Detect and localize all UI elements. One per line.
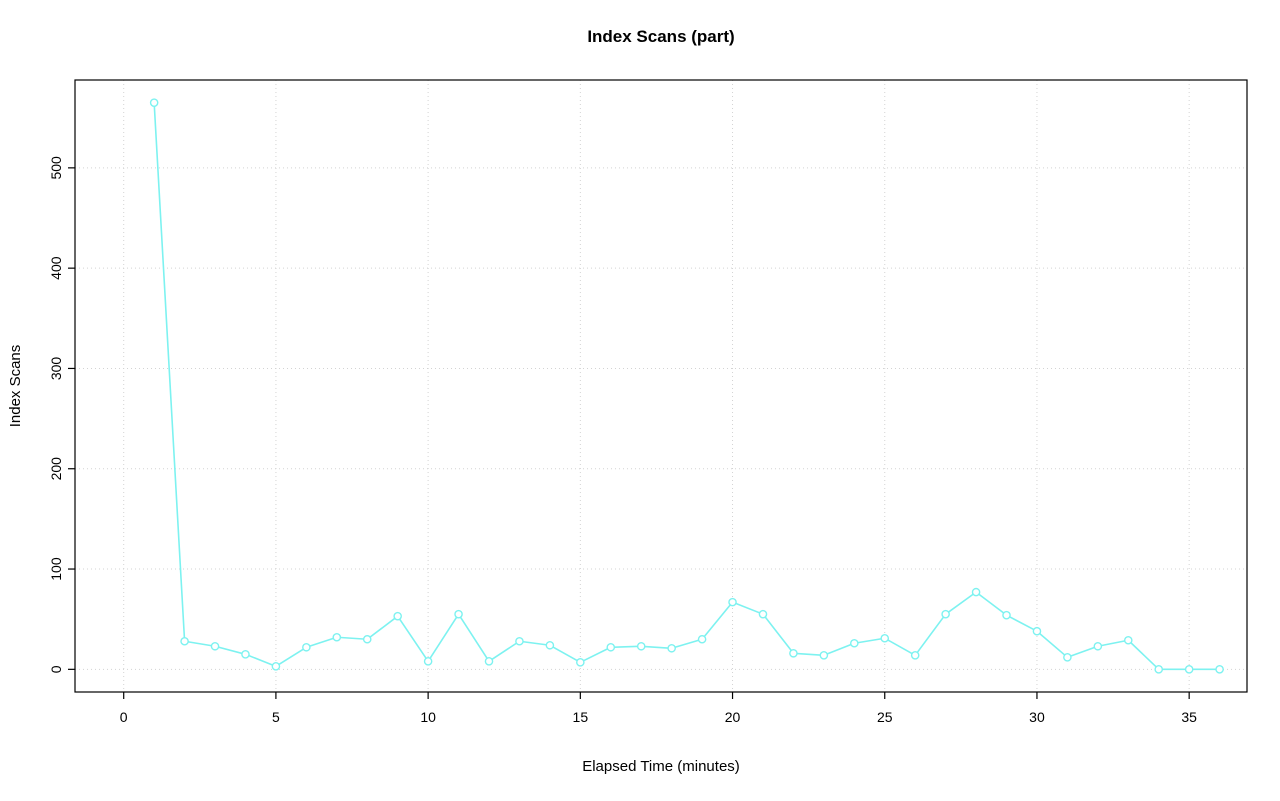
data-point-marker (850, 638, 859, 648)
data-point-marker (728, 597, 737, 607)
data-point-marker (1063, 652, 1072, 662)
series-line (153, 101, 1221, 671)
data-point-marker (819, 650, 829, 660)
data-point-marker (423, 657, 433, 666)
data-point-marker (910, 650, 920, 660)
data-point-marker (789, 648, 798, 658)
chart-title: Index Scans (part) (587, 27, 734, 46)
plot-area: 0 5 10 15 20 25 30 35 0 100 200 300 400 500 (48, 79, 1248, 725)
x-tick-label: 10 (420, 709, 436, 725)
data-point-marker (362, 634, 372, 644)
data-point-marker (758, 609, 768, 619)
y-tick-label: 400 (48, 256, 64, 280)
x-tick-label: 35 (1181, 709, 1197, 725)
data-point-marker (484, 657, 494, 666)
data-point-marker (1215, 665, 1224, 674)
x-tick-label: 0 (120, 709, 128, 725)
data-point-marker (1154, 665, 1164, 674)
data-point-marker (941, 609, 950, 619)
data-point-marker (210, 641, 220, 651)
y-tick-label: 0 (48, 665, 64, 673)
data-point-marker (971, 587, 981, 597)
data-point-marker (880, 633, 890, 643)
y-tick-label: 500 (48, 156, 64, 180)
data-point-marker (515, 636, 524, 646)
data-point-marker (1002, 610, 1011, 620)
data-point-marker (1123, 635, 1133, 645)
data-point-marker (1184, 665, 1194, 674)
x-tick-label: 15 (573, 709, 589, 725)
data-point-marker (302, 642, 311, 652)
data-point-marker (271, 662, 281, 671)
y-tick-label: 200 (48, 457, 64, 481)
data-point-marker (149, 98, 159, 107)
data-point-marker (454, 609, 463, 619)
x-tick-label: 25 (877, 709, 893, 725)
x-tick-label: 20 (725, 709, 741, 725)
data-point-marker (576, 658, 585, 667)
x-tick-label: 5 (272, 709, 280, 725)
data-point-marker (241, 649, 250, 659)
y-axis-title: Index Scans (7, 345, 24, 428)
plot-box (74, 79, 1248, 693)
y-tick-label: 300 (48, 357, 64, 381)
data-point-marker (1032, 626, 1042, 636)
data-point-marker (1093, 641, 1103, 651)
data-point-marker (545, 640, 555, 650)
data-point-marker (393, 611, 402, 621)
x-axis-title: Elapsed Time (minutes) (582, 758, 740, 775)
data-point-marker (636, 641, 646, 651)
x-tick-label: 30 (1029, 709, 1045, 725)
y-tick-label: 100 (48, 557, 64, 581)
data-point-marker (667, 643, 676, 653)
data-point-marker (180, 636, 189, 646)
data-point-marker (606, 642, 616, 652)
data-point-marker (697, 634, 707, 644)
data-point-marker (332, 632, 342, 642)
